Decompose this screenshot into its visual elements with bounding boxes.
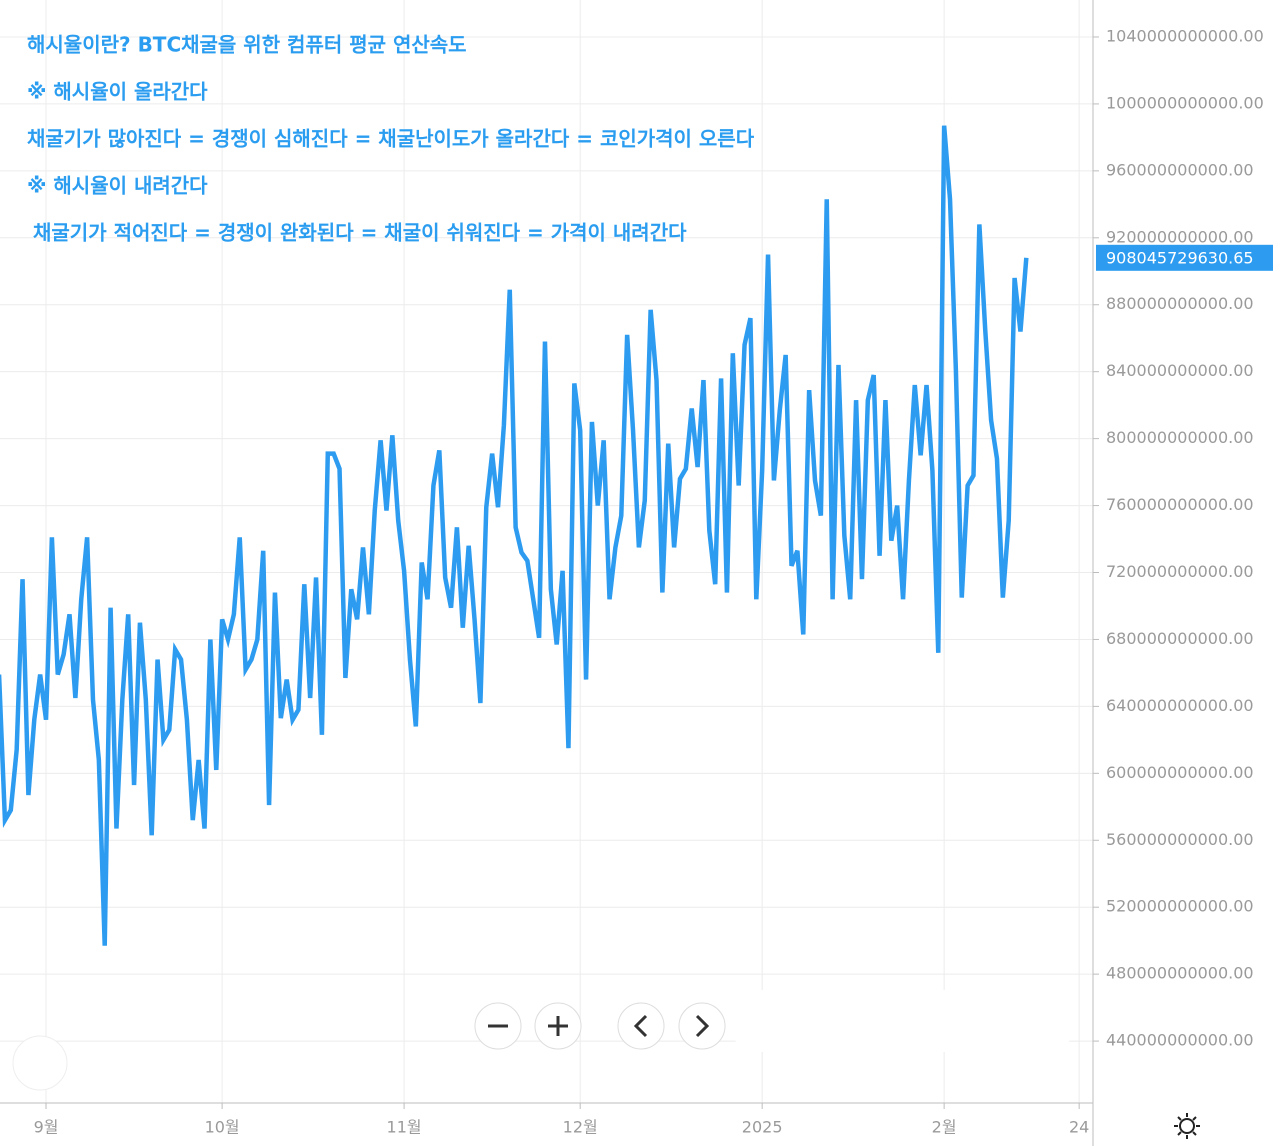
scroll-right-button[interactable] — [678, 1002, 726, 1050]
annotation: 채굴기가 적어진다 = 경쟁이 완화된다 = 채굴이 쉬워진다 = 가격이 내려… — [33, 221, 687, 245]
redacted-area — [730, 990, 1075, 1052]
plot — [0, 125, 1029, 946]
y-tick-label: 1000000000000.00 — [1106, 93, 1264, 112]
x-tick-label: 2025 — [742, 1118, 783, 1137]
scroll-left-button[interactable] — [617, 1002, 665, 1050]
button-circle[interactable] — [678, 1002, 726, 1050]
y-tick-label: 800000000000.00 — [1106, 428, 1254, 447]
y-tick-label: 760000000000.00 — [1106, 495, 1254, 514]
y-tick-label: 480000000000.00 — [1106, 964, 1254, 983]
y-tick-label: 720000000000.00 — [1106, 562, 1254, 581]
y-tick-label: 880000000000.00 — [1106, 294, 1254, 313]
y-tick-label: 680000000000.00 — [1106, 629, 1254, 648]
y-tick-label: 600000000000.00 — [1106, 763, 1254, 782]
zoom-out-button[interactable] — [474, 1002, 522, 1050]
sun-rays — [1174, 1113, 1200, 1139]
last-value-label: 908045729630.65 — [1106, 248, 1254, 267]
annotations: 해시율이란? BTC채굴을 위한 컴퓨터 평균 연산속도 ※ 해시율이 올라간다채… — [27, 33, 755, 245]
x-tick-label: 11월 — [387, 1118, 422, 1137]
x-tick-label: 2월 — [932, 1118, 957, 1137]
annotation: ※ 해시율이 올라간다 — [27, 80, 208, 104]
right-icon — [695, 1014, 710, 1038]
button-circle[interactable] — [617, 1002, 665, 1050]
y-tick-label: 520000000000.00 — [1106, 897, 1254, 916]
series-line — [0, 125, 1029, 946]
zoom-in-button[interactable] — [534, 1002, 582, 1050]
annotation: 채굴기가 많아진다 = 경쟁이 심해진다 = 채굴난이도가 올라간다 = 코인가… — [27, 127, 755, 151]
left-icon — [633, 1014, 648, 1038]
y-tick-label: 960000000000.00 — [1106, 160, 1254, 179]
x-tick-label: 10월 — [205, 1118, 240, 1137]
y-tick-label: 440000000000.00 — [1106, 1031, 1254, 1050]
y-tick-label: 840000000000.00 — [1106, 361, 1254, 380]
y-tick-label: 920000000000.00 — [1106, 227, 1254, 246]
x-tick-label: 24 — [1069, 1118, 1089, 1137]
sun-icon[interactable] — [1179, 1118, 1195, 1134]
y-tick-label: 640000000000.00 — [1106, 696, 1254, 715]
x-tick-label: 12월 — [563, 1118, 598, 1137]
x-tick-label: 9월 — [34, 1118, 59, 1137]
annotation: ※ 해시율이 내려간다 — [27, 174, 208, 198]
last-value-box — [1096, 244, 1273, 271]
annotation: 해시율이란? BTC채굴을 위한 컴퓨터 평균 연산속도 — [27, 33, 467, 57]
reset-button[interactable] — [12, 1035, 68, 1091]
y-tick-label: 560000000000.00 — [1106, 830, 1254, 849]
settings-button[interactable] — [1174, 1113, 1200, 1139]
y-tick-label: 1040000000000.00 — [1106, 26, 1264, 45]
